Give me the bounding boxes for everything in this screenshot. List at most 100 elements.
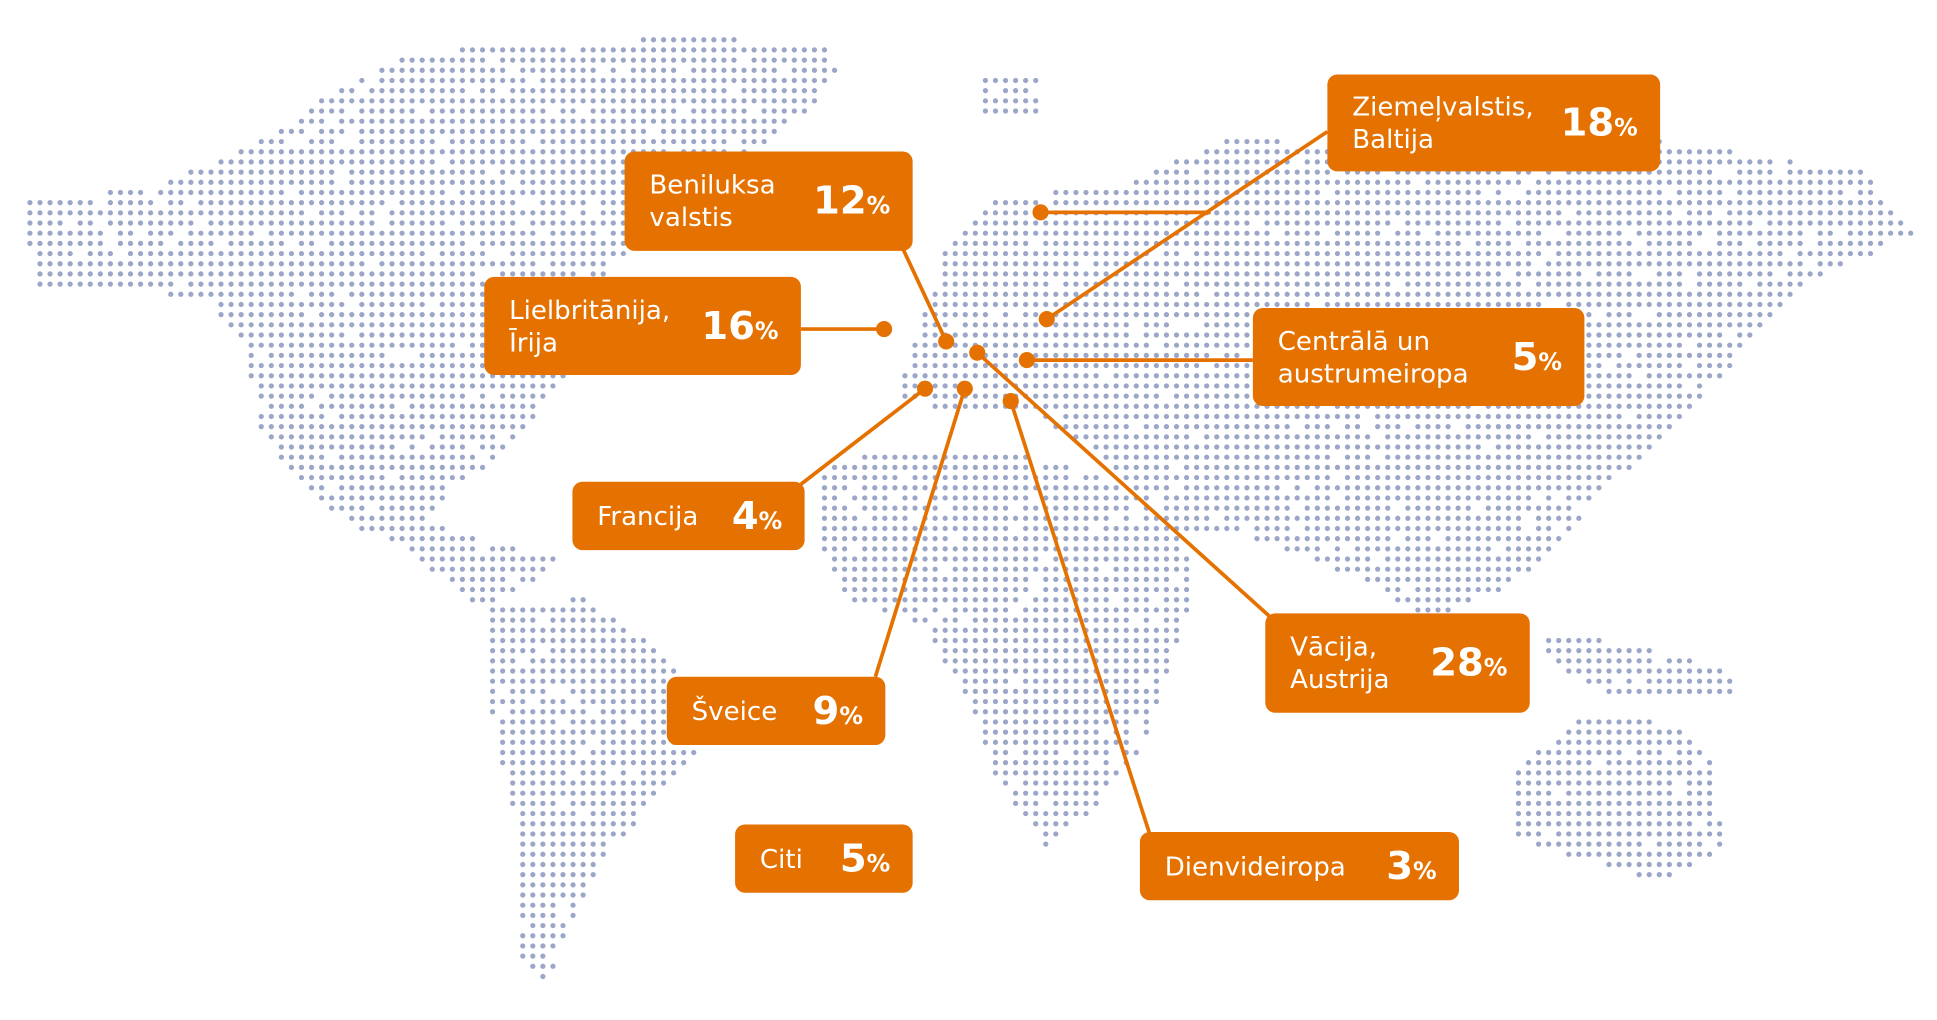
map-dot [479,291,486,297]
map-dot [248,159,254,165]
map-dot [1143,179,1149,185]
map-dot [1525,434,1532,440]
map-dot [1214,250,1220,257]
map-dot [238,322,244,328]
map-dot [1063,189,1069,196]
map-dot [1344,230,1351,236]
map-dot [479,88,486,94]
map-dot [982,342,989,348]
map-dot [449,230,455,236]
map-dot [1465,495,1471,501]
map-dot [992,536,999,542]
map-dot [77,200,83,206]
map-dot [1596,261,1602,267]
map-dot [409,464,415,470]
map-dot [962,240,968,246]
map-dot [1505,546,1512,552]
map-dot [1586,200,1592,206]
map-dot [1244,393,1250,399]
map-dot [1344,515,1351,521]
map-dot [238,271,244,277]
map-dot [117,281,124,287]
map-dot [1395,291,1401,297]
map-dot [1123,322,1129,328]
map-dot [1827,200,1833,206]
map-dot [1264,485,1270,491]
map-dot [389,77,395,84]
map-dot [308,434,315,440]
map-dot [1857,169,1864,175]
map-dot [369,403,375,409]
map-dot [218,230,224,236]
map-dot [1204,230,1210,236]
map-dot [127,271,134,277]
map-dot [841,515,848,521]
map-dot [1717,332,1723,338]
map-dot [389,464,395,470]
map-dot [1375,464,1381,470]
map-dot [359,98,365,104]
map-dot [1686,189,1693,196]
map-dot [1596,485,1602,491]
map-dot [1666,403,1672,409]
map-dot [329,250,335,257]
map-dot [1696,210,1703,216]
map-dot [1395,261,1401,267]
map-dot [530,57,536,63]
map-dot [238,312,244,318]
map-dot [298,424,305,430]
map-dot [1354,536,1361,542]
map-dot [1646,281,1652,287]
map-dot [479,383,486,389]
map-dot [479,362,486,369]
map-dot [238,189,244,196]
map-dot [771,77,777,84]
map-dot [429,271,435,277]
map-dot [308,271,315,277]
map-dot [550,271,556,277]
map-dot [1475,250,1481,257]
map-dot [1204,332,1210,338]
map-dot [1163,495,1170,501]
map-dot [178,210,184,216]
map-dot [1425,485,1431,491]
map-dot [1847,200,1853,206]
map-dot [1204,454,1210,460]
map-dot [1254,474,1260,481]
map-dot [359,464,365,470]
map-dot [1053,464,1059,470]
map-dot [379,515,385,521]
map-dot [127,261,134,267]
map-dot [449,281,455,287]
map-dot [479,393,486,399]
map-dot [469,118,476,124]
map-dot [298,403,305,409]
map-dot [1113,454,1119,460]
map-dot [379,322,385,328]
map-dot [1133,444,1139,450]
map-dot [1244,312,1250,318]
map-dot [1857,179,1864,185]
map-dot [389,383,395,389]
map-dot [87,230,93,236]
map-dot [1455,515,1461,521]
map-dot [912,342,918,348]
map-dot [1314,179,1320,185]
map-dot [1616,413,1622,420]
map-dot [1053,189,1059,196]
map-dot [771,108,777,114]
map-dot [1033,98,1039,104]
map-dot [510,98,516,104]
map-dot [409,546,415,552]
map-dot [1676,159,1683,165]
map-dot [1475,464,1481,470]
map-dot [1817,240,1823,246]
map-dot [510,118,516,124]
map-dot [500,210,506,216]
map-dot [902,556,908,562]
map-dot [329,281,335,287]
map-dot [1556,179,1562,185]
map-dot [520,230,526,236]
map-dot [1264,179,1270,185]
map-dot [148,200,154,206]
